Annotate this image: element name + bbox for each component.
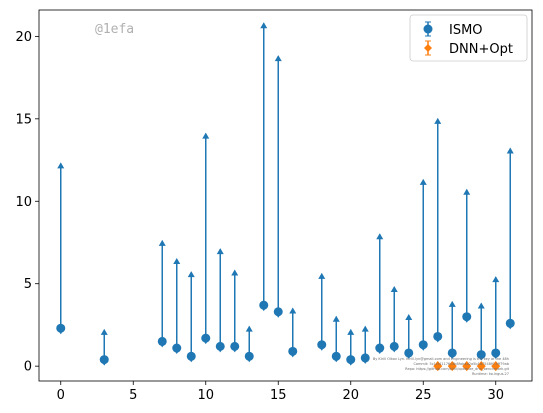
watermark-annotation: @1efa: [95, 22, 134, 37]
data-point-ismo: [157, 336, 167, 346]
x-tick-label: 5: [129, 388, 137, 403]
data-point-ismo: [389, 341, 399, 351]
upper-limit-arrow-ismo: [158, 239, 166, 246]
data-point-ismo: [360, 353, 370, 363]
upper-limit-arrow-ismo: [492, 276, 500, 283]
legend-label-dnn-opt: DNN+Opt: [449, 42, 513, 57]
data-point-ismo: [505, 318, 515, 328]
data-point-ismo: [172, 343, 182, 353]
data-point-ismo: [317, 340, 327, 350]
upper-limit-arrow-ismo: [419, 178, 427, 185]
y-tick-label: 0: [24, 360, 32, 375]
x-tick-label: 20: [342, 388, 359, 403]
x-tick-label: 30: [487, 388, 504, 403]
legend-marker-ismo: [423, 24, 433, 34]
upper-limit-arrow-ismo: [274, 55, 282, 62]
data-point-ismo: [491, 348, 501, 358]
y-axis: 0 5 10 15 20: [15, 30, 39, 375]
data-point-ismo: [215, 341, 225, 351]
series-dnn-opt: [433, 361, 501, 372]
upper-limit-arrow-ismo: [361, 325, 369, 332]
upper-limit-arrow-ismo: [463, 188, 471, 195]
upper-limit-arrow-ismo: [332, 315, 340, 322]
data-point-ismo: [462, 312, 472, 322]
data-point-ismo: [288, 346, 298, 356]
data-point-dnn-opt: [476, 361, 486, 372]
data-point-ismo: [244, 351, 254, 361]
data-point-ismo: [331, 351, 341, 361]
data-point-ismo: [99, 355, 109, 365]
data-point-ismo: [201, 333, 211, 343]
upper-limit-arrow-ismo: [477, 302, 485, 309]
upper-limit-arrow-ismo: [231, 269, 239, 276]
x-tick-label: 15: [270, 388, 287, 403]
data-point-ismo: [447, 348, 457, 358]
data-point-ismo: [476, 350, 486, 360]
y-tick-label: 20: [15, 30, 32, 45]
y-tick-label: 10: [15, 195, 32, 210]
data-point-ismo: [230, 341, 240, 351]
legend-frame: [409, 14, 528, 62]
x-tick-label: 25: [415, 388, 432, 403]
upper-limit-arrow-ismo: [202, 132, 210, 139]
legend-marker-dnn-opt: [424, 44, 432, 52]
x-axis: 0 5 10 15 20 25 30: [57, 381, 504, 403]
data-point-ismo: [273, 307, 283, 317]
data-point-ismo: [418, 340, 428, 350]
data-point-ismo: [433, 331, 443, 341]
upper-limit-arrow-ismo: [448, 300, 456, 307]
upper-limit-arrow-ismo: [318, 272, 326, 279]
legend: ISMO DNN+Opt: [409, 14, 528, 62]
data-point-dnn-opt: [447, 361, 457, 372]
footnote-line: Commit: 5c1cf41176c3b8fab4d2a5b1d7548f0 …: [413, 362, 509, 366]
upper-limit-arrow-ismo: [260, 22, 268, 29]
legend-entry-dnn-opt: DNN+Opt: [424, 40, 513, 57]
data-point-ismo: [186, 351, 196, 361]
upper-limit-arrow-ismo: [245, 325, 253, 332]
footnote-block: By Kirill Olkov Lyn. Kirill.lyn@gmail.co…: [373, 357, 510, 376]
y-tick-label: 5: [24, 277, 32, 292]
upper-limit-arrow-ismo: [434, 117, 442, 124]
series-ismo: [56, 22, 515, 366]
legend-label-ismo: ISMO: [449, 23, 483, 38]
upper-limit-arrow-ismo: [216, 248, 224, 255]
upper-limit-arrow-ismo: [173, 257, 181, 264]
data-point-ismo: [375, 343, 385, 353]
footnote-line: Runtime: ko.lngus.27: [472, 372, 509, 376]
x-tick-label: 10: [197, 388, 214, 403]
upper-limit-arrow-ismo: [376, 233, 384, 240]
data-point-ismo: [346, 355, 356, 365]
footnote-line: By Kirill Olkov Lyn. Kirill.lyn@gmail.co…: [373, 357, 509, 361]
upper-limit-arrow-ismo: [289, 307, 297, 314]
data-point-dnn-opt: [433, 361, 443, 372]
upper-limit-arrow-ismo: [57, 162, 65, 169]
y-tick-label: 15: [15, 112, 32, 127]
plot-area-frame: [38, 9, 533, 382]
data-point-ismo: [56, 323, 66, 333]
x-tick-label: 0: [57, 388, 65, 403]
data-point-ismo: [259, 300, 269, 310]
data-point-ismo: [404, 348, 414, 358]
data-point-dnn-opt: [491, 361, 501, 372]
series-layer: [56, 22, 515, 372]
upper-limit-arrow-ismo: [347, 328, 355, 335]
footnote-line: Repo: https://github.com/kirill/optimize…: [405, 367, 509, 371]
upper-limit-arrow-ismo: [390, 286, 398, 293]
upper-limit-arrow-ismo: [187, 271, 195, 278]
upper-limit-arrow-ismo: [506, 147, 514, 154]
upper-limit-arrow-ismo: [100, 328, 108, 335]
legend-entry-ismo: ISMO: [423, 21, 483, 38]
upper-limit-arrow-ismo: [405, 314, 413, 321]
data-point-dnn-opt: [462, 361, 472, 372]
